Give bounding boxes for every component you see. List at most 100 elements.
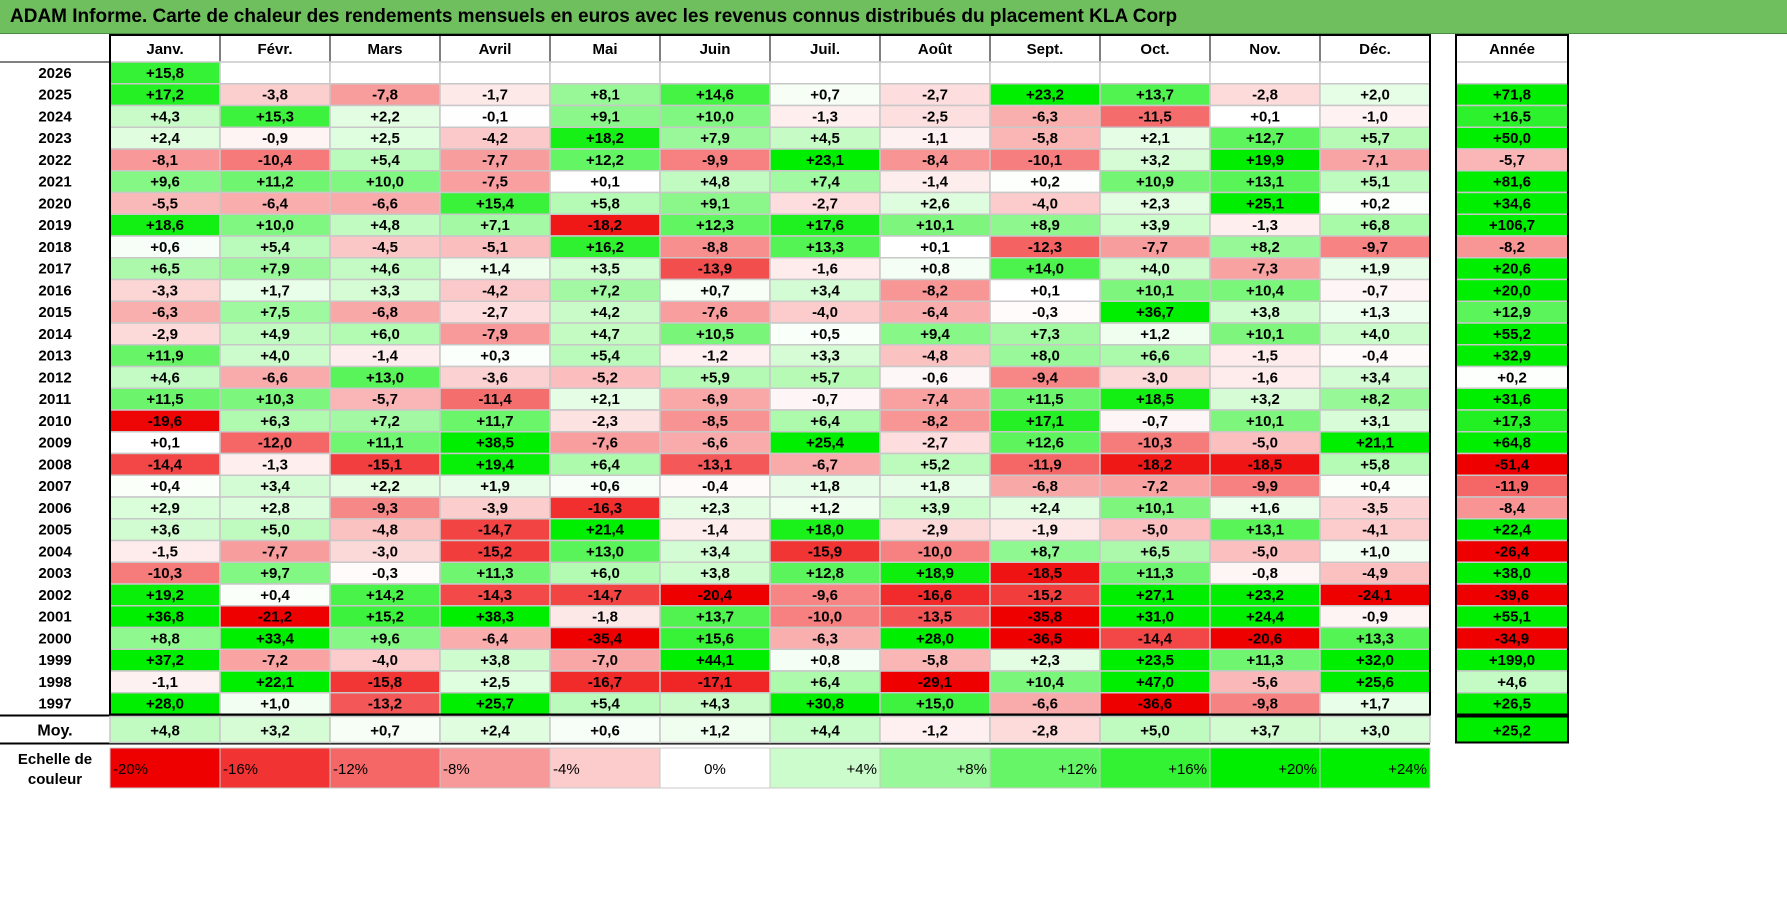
cell-value: -9,9	[1252, 478, 1278, 495]
annual-value: +50,0	[1493, 130, 1531, 147]
cell-value: -0,7	[812, 391, 838, 408]
cell-value: -15,8	[368, 674, 402, 691]
cell-value: -0,8	[1252, 565, 1278, 582]
cell-value: +7,9	[260, 261, 290, 278]
table-row: 2019 +18,6 +10,0 +4,8 +7,1 -18,2 +12,3 +17,6 +10…	[38, 213, 1569, 237]
cell-value: -18,2	[1138, 456, 1172, 473]
cell-value: -15,2	[478, 543, 512, 560]
average-value: +1,2	[700, 723, 730, 740]
cell-value: +3,4	[810, 282, 840, 299]
scale-value: +24%	[1388, 761, 1427, 778]
cell-value: -14,4	[148, 456, 183, 473]
cell-value: +2,5	[370, 130, 400, 147]
year-label: 2016	[38, 282, 71, 299]
table-row: 2004 -1,5 -7,7 -3,0 -15,2 +13,0 +3,4 -15,9 -10,0…	[38, 539, 1569, 563]
cell-value: +3,9	[1140, 217, 1170, 234]
year-label: 2005	[38, 522, 71, 539]
table-row: 2012 +4,6 -6,6 +13,0 -3,6 -5,2 +5,9 +5,7 -0,6 -9,…	[38, 365, 1569, 389]
cell-value: +2,2	[370, 108, 400, 125]
cell-value: -9,4	[1032, 369, 1059, 386]
cell-value: +10,0	[256, 217, 294, 234]
cell-value: -2,5	[922, 108, 948, 125]
cell-value: +1,3	[1360, 304, 1390, 321]
header-cell	[109, 34, 221, 63]
cell-value: -7,2	[1142, 478, 1168, 495]
cell-value: +5,8	[590, 195, 620, 212]
cell-value: -2,7	[482, 304, 508, 321]
cell-value: -15,9	[808, 543, 842, 560]
cell-value: -1,6	[812, 261, 838, 278]
year-label: 1998	[38, 674, 71, 691]
table-row: 1998 -1,1 +22,1 -15,8 +2,5 -16,7 -17,1 +6,4 -29,…	[38, 670, 1569, 694]
average-cell	[549, 715, 661, 744]
average-value: +2,4	[480, 723, 510, 740]
cell-value: +3,2	[1140, 152, 1170, 169]
average-value: +4,4	[810, 723, 840, 740]
cell-value: +15,3	[256, 108, 294, 125]
color-scale: Echelle de couleur -20% -16% -12% -8% -4% 0% +4%…	[18, 747, 1431, 789]
year-label: 2025	[38, 87, 71, 104]
cell-value: +10,1	[916, 217, 954, 234]
cell-value: +25,6	[1356, 674, 1394, 691]
cell-value: -8,2	[922, 413, 948, 430]
year-label: 2006	[38, 500, 71, 517]
year-label: 2017	[38, 261, 71, 278]
month-label: Mai	[592, 41, 617, 58]
cell-value: -1,4	[372, 348, 399, 365]
table-row: 2024 +4,3 +15,3 +2,2 -0,1 +9,1 +10,0 -1,3 -2,5 -6…	[38, 104, 1569, 128]
cell-value: -3,5	[1362, 500, 1388, 517]
cell-value: +3,6	[150, 522, 180, 539]
cell-value: -1,3	[262, 456, 288, 473]
cell-value: +2,1	[1140, 130, 1170, 147]
cell-value: -10,0	[918, 543, 952, 560]
cell-value: +1,4	[480, 261, 510, 278]
table-row: 1999 +37,2 -7,2 -4,0 +3,8 -7,0 +44,1 +0,8 -5,8 +2…	[38, 648, 1569, 672]
cell-value: -2,7	[922, 435, 948, 452]
cell-value: -36,6	[1138, 696, 1172, 713]
cell-value: +14,0	[1026, 261, 1064, 278]
average-cell	[1209, 715, 1321, 744]
cell-value: -19,6	[148, 413, 182, 430]
cell-value: -14,4	[1138, 630, 1173, 647]
cell-value: +3,3	[370, 282, 400, 299]
cell-value: -18,5	[1248, 456, 1282, 473]
scale-swatch	[439, 747, 551, 789]
scale-swatch	[1099, 747, 1211, 789]
cell-value: -10,4	[258, 152, 293, 169]
month-label: Nov.	[1249, 41, 1280, 58]
annual-value: +32,9	[1493, 348, 1531, 365]
cell-value: -4,8	[922, 348, 948, 365]
cell-value: +25,1	[1246, 195, 1284, 212]
cell-value: +2,1	[590, 391, 620, 408]
cell-value: -7,0	[592, 652, 618, 669]
cell-value: +4,6	[370, 261, 400, 278]
month-label: Déc.	[1359, 41, 1391, 58]
month-label: Oct.	[1140, 41, 1169, 58]
cell-value: +2,3	[1030, 652, 1060, 669]
scale-value: +16%	[1168, 761, 1207, 778]
cell-value: +17,2	[146, 87, 184, 104]
cell-value: -0,7	[1142, 413, 1168, 430]
cell-value: -15,1	[368, 456, 402, 473]
cell-value: -5,8	[1032, 130, 1058, 147]
cell-value: +13,3	[806, 239, 844, 256]
month-header: Janv. Févr. Mars Avril Mai Juin Juil. Août Sept.…	[109, 34, 1569, 63]
cell-value: -7,1	[1362, 152, 1388, 169]
cell-value: +44,1	[696, 652, 734, 669]
table-row: 2001 +36,8 -21,2 +15,2 +38,3 -1,8 +13,7 -10,0 -1…	[38, 605, 1569, 629]
cell-value: +10,1	[1246, 413, 1284, 430]
year-label: 2011	[39, 391, 72, 408]
annual-value: -34,9	[1495, 630, 1529, 647]
cell-value: +3,2	[1250, 391, 1280, 408]
month-label: Juil.	[810, 41, 840, 58]
cell-value: +10,4	[1026, 674, 1065, 691]
cell-value: +1,9	[1360, 261, 1390, 278]
cell-value: +30,8	[806, 696, 844, 713]
cell-value: -7,7	[1142, 239, 1168, 256]
cell-value: +7,2	[590, 282, 620, 299]
cell-value: -18,2	[588, 217, 622, 234]
cell-value: +9,6	[150, 174, 180, 191]
heat-cell	[1099, 61, 1211, 85]
cell-value: +3,9	[920, 500, 950, 517]
cell-value: -1,9	[1032, 522, 1058, 539]
